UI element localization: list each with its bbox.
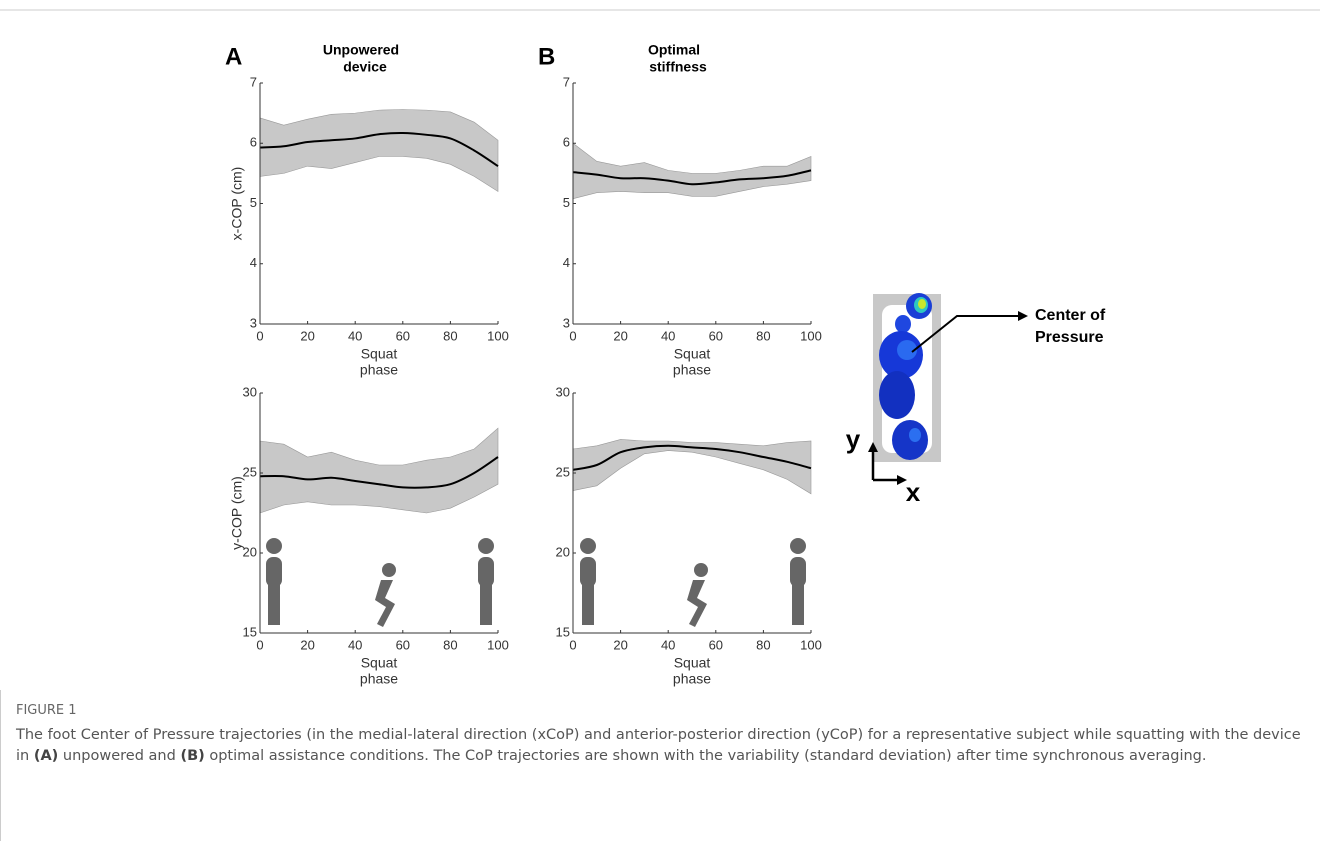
caption-text: The foot Center of Pressure trajectories… — [16, 725, 1316, 767]
y-tick-label: 25 — [556, 464, 570, 479]
x-tick-label: 100 — [800, 328, 822, 343]
variability-band — [259, 427, 499, 514]
x-tick-label: 0 — [569, 328, 576, 343]
y-tick-label: 6 — [250, 135, 257, 150]
y-tick-label: 6 — [563, 135, 570, 150]
panel-title: stiffness — [649, 59, 707, 75]
x-tick-label: 80 — [443, 328, 457, 343]
pointer-arrowhead — [1018, 311, 1028, 321]
foot-pressure-map — [873, 293, 941, 462]
y-tick-label: 7 — [250, 74, 257, 89]
y-tick-label: 15 — [556, 624, 570, 639]
x-tick-label: 40 — [348, 637, 362, 652]
y-tick-label: 4 — [250, 255, 257, 270]
x-tick-label: 20 — [300, 637, 314, 652]
caption-label: FIGURE 1 — [16, 703, 77, 718]
variability-band — [572, 142, 812, 200]
x-tick-label: 80 — [756, 637, 770, 652]
y-axis-label: x-COP (cm) — [229, 167, 245, 241]
x-axis-label: phase — [360, 362, 398, 378]
panel-letter: B — [538, 43, 555, 70]
variability-band — [572, 439, 812, 495]
x-tick-label: 40 — [661, 328, 675, 343]
foot-axis-label: x — [906, 477, 921, 507]
y-tick-label: 15 — [243, 624, 257, 639]
x-tick-label: 60 — [709, 328, 723, 343]
foot-axis-label: y — [846, 424, 861, 454]
x-tick-label: 20 — [613, 637, 627, 652]
x-tick-label: 60 — [709, 637, 723, 652]
mean-line — [259, 131, 499, 167]
y-axis-label: y-COP (cm) — [229, 476, 245, 550]
y-tick-label: 3 — [250, 315, 257, 330]
y-tick-label: 5 — [250, 195, 257, 210]
x-tick-label: 60 — [396, 328, 410, 343]
foot-axes — [871, 448, 900, 482]
x-axis-label: phase — [673, 362, 711, 378]
y-tick-label: 25 — [243, 464, 257, 479]
x-tick-label: 20 — [613, 328, 627, 343]
x-tick-label: 100 — [800, 637, 822, 652]
x-axis-label: phase — [673, 671, 711, 687]
caption-part: optimal assistance conditions. The CoP t… — [204, 748, 1207, 764]
x-tick-label: 80 — [443, 637, 457, 652]
left-rule — [0, 690, 1, 841]
variability-band — [259, 109, 499, 192]
x-tick-label: 40 — [661, 637, 675, 652]
y-tick-label: 20 — [243, 544, 257, 559]
foot-axes-arrows — [868, 442, 907, 485]
x-axis-label: Squat — [674, 655, 711, 671]
x-tick-label: 100 — [487, 328, 509, 343]
x-tick-label: 0 — [256, 637, 263, 652]
caption-part: unpowered and — [58, 748, 181, 764]
caption-part: (B) — [180, 748, 205, 764]
x-tick-label: 80 — [756, 328, 770, 343]
y-tick-label: 20 — [556, 544, 570, 559]
x-axis-label: phase — [360, 671, 398, 687]
y-tick-label: 4 — [563, 255, 570, 270]
panel-title: Unpowered — [323, 42, 399, 58]
y-tick-label: 30 — [556, 384, 570, 399]
x-tick-label: 20 — [300, 328, 314, 343]
pose-icons — [266, 538, 806, 627]
y-tick-label: 30 — [243, 384, 257, 399]
x-tick-label: 40 — [348, 328, 362, 343]
x-tick-label: 100 — [487, 637, 509, 652]
x-axis-label: Squat — [361, 655, 398, 671]
x-tick-label: 0 — [256, 328, 263, 343]
y-tick-label: 5 — [563, 195, 570, 210]
x-axis-label: Squat — [361, 346, 398, 362]
panel-title: Optimal — [648, 42, 700, 58]
mean-line — [259, 456, 499, 489]
panel-title: device — [343, 59, 387, 75]
mean-line — [572, 444, 812, 471]
caption: FIGURE 1 The foot Center of Pressure tra… — [16, 700, 1316, 767]
foot-label: Center of — [1035, 307, 1106, 324]
x-tick-label: 60 — [396, 637, 410, 652]
mean-line — [572, 169, 812, 186]
foot-label: Pressure — [1035, 329, 1104, 346]
y-tick-label: 3 — [563, 315, 570, 330]
caption-part: The foot Center of Pressure trajectories… — [16, 727, 1301, 764]
x-axis-label: Squat — [674, 346, 711, 362]
pointer-line — [911, 315, 1020, 353]
x-tick-label: 0 — [569, 637, 576, 652]
y-tick-label: 7 — [563, 74, 570, 89]
panel-letter: A — [225, 43, 242, 70]
caption-part: (A) — [33, 748, 59, 764]
